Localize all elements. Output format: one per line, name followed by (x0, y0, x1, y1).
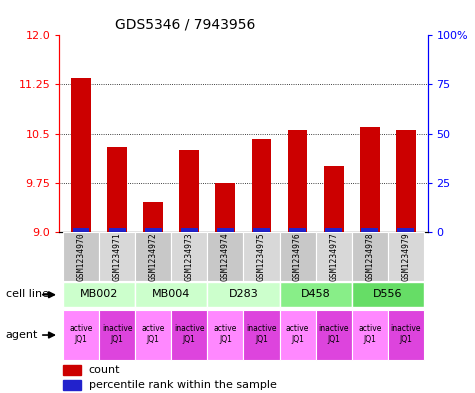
Text: inactive
JQ1: inactive JQ1 (246, 324, 277, 343)
Text: GSM1234971: GSM1234971 (113, 232, 122, 281)
Text: GSM1234972: GSM1234972 (149, 232, 158, 281)
Text: GSM1234979: GSM1234979 (401, 232, 410, 281)
Bar (180, 150, 199, 232)
Text: active
JQ1: active JQ1 (142, 324, 165, 343)
Bar (253, 228, 270, 232)
Bar (288, 130, 307, 232)
Text: GSM1234973: GSM1234973 (185, 232, 194, 281)
Text: inactive
JQ1: inactive JQ1 (318, 324, 349, 343)
Bar (388, 232, 424, 281)
Bar (143, 202, 163, 232)
Bar (244, 310, 279, 360)
Bar (324, 166, 343, 232)
Text: MB002: MB002 (80, 289, 118, 299)
Bar (217, 228, 234, 232)
Bar (135, 310, 171, 360)
Bar (244, 232, 279, 281)
Bar (352, 310, 388, 360)
Bar (107, 147, 127, 232)
Text: inactive
JQ1: inactive JQ1 (174, 324, 205, 343)
Text: count: count (89, 365, 120, 375)
Bar (289, 228, 306, 232)
Bar (63, 365, 82, 375)
Text: D283: D283 (228, 289, 258, 299)
Bar (315, 232, 352, 281)
Text: D556: D556 (373, 289, 402, 299)
Text: agent: agent (6, 330, 38, 340)
Bar (208, 310, 244, 360)
Text: GDS5346 / 7943956: GDS5346 / 7943956 (114, 17, 255, 31)
Text: active
JQ1: active JQ1 (358, 324, 381, 343)
Bar (315, 310, 352, 360)
Bar (145, 228, 162, 232)
Text: GSM1234976: GSM1234976 (293, 232, 302, 281)
Text: cell line: cell line (6, 289, 49, 299)
Bar (171, 232, 208, 281)
Bar (99, 232, 135, 281)
Bar (171, 310, 208, 360)
Bar (208, 232, 244, 281)
Text: percentile rank within the sample: percentile rank within the sample (89, 380, 277, 390)
Bar (71, 78, 91, 232)
Bar (181, 228, 198, 232)
Text: active
JQ1: active JQ1 (286, 324, 309, 343)
Text: GSM1234978: GSM1234978 (365, 232, 374, 281)
Bar (63, 380, 82, 390)
Text: inactive
JQ1: inactive JQ1 (390, 324, 421, 343)
Text: GSM1234970: GSM1234970 (76, 232, 86, 281)
Bar (398, 228, 414, 232)
Bar (63, 232, 99, 281)
Bar (252, 139, 271, 232)
Bar (352, 232, 388, 281)
Bar (135, 232, 171, 281)
Bar (63, 310, 99, 360)
Bar (279, 282, 352, 307)
Text: GSM1234977: GSM1234977 (329, 232, 338, 281)
Bar (279, 232, 315, 281)
Bar (208, 282, 279, 307)
Text: MB004: MB004 (152, 289, 190, 299)
Bar (135, 282, 208, 307)
Bar (361, 228, 378, 232)
Bar (216, 183, 235, 232)
Bar (396, 130, 416, 232)
Text: active
JQ1: active JQ1 (69, 324, 93, 343)
Bar (360, 127, 380, 232)
Bar (325, 228, 342, 232)
Bar (109, 228, 125, 232)
Bar (352, 282, 424, 307)
Text: D458: D458 (301, 289, 331, 299)
Bar (388, 310, 424, 360)
Bar (73, 228, 89, 232)
Text: GSM1234974: GSM1234974 (221, 232, 230, 281)
Bar (63, 282, 135, 307)
Text: GSM1234975: GSM1234975 (257, 232, 266, 281)
Bar (99, 310, 135, 360)
Bar (279, 310, 315, 360)
Text: active
JQ1: active JQ1 (214, 324, 237, 343)
Text: inactive
JQ1: inactive JQ1 (102, 324, 133, 343)
